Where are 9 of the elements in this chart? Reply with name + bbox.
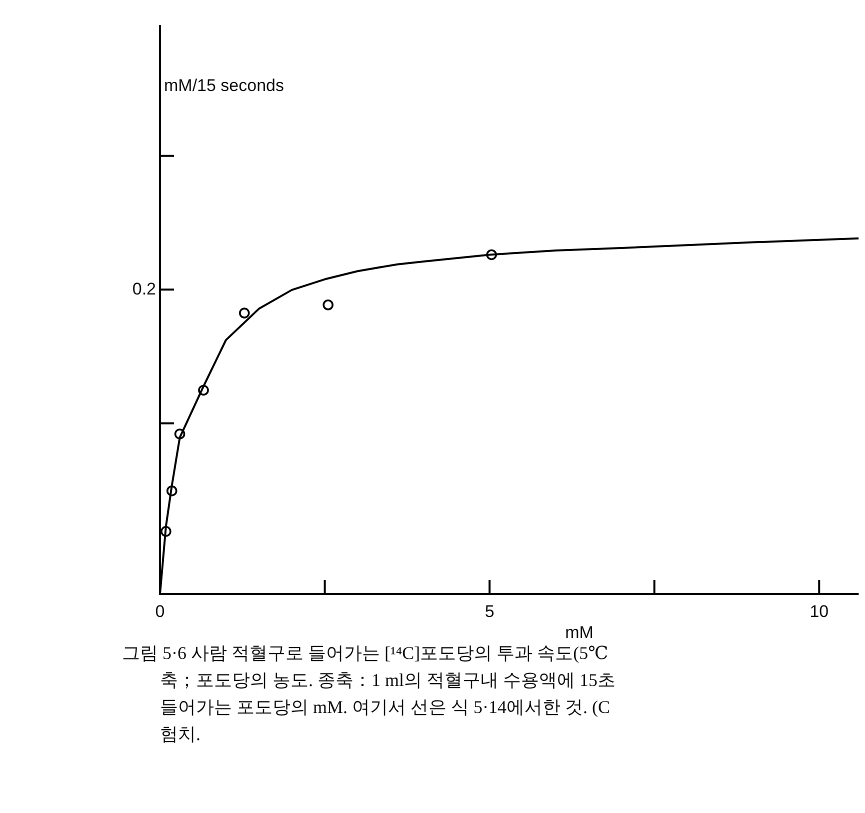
point [238,308,250,318]
text: mM/15 seconds [164,76,284,95]
x-tick-label: 5 [484,602,494,621]
x-tick-label: 0 [155,602,165,621]
x-axis-title: mM [565,623,594,642]
point [322,299,334,310]
text: 0.2 [132,279,156,298]
caption: 그림 5·6 사람 적혈구로 들어가는 [¹⁴C]포도당의 투과 속도(5℃ 축；포도당의 농도. 종축：1 ml의 적혈구내 수용액에 15초 들어가는 포도당의 mM. 여기서 선은 식 5·14에서한 것. (C 험치. [122,643,616,744]
x-tick-label: 10 [810,602,829,621]
